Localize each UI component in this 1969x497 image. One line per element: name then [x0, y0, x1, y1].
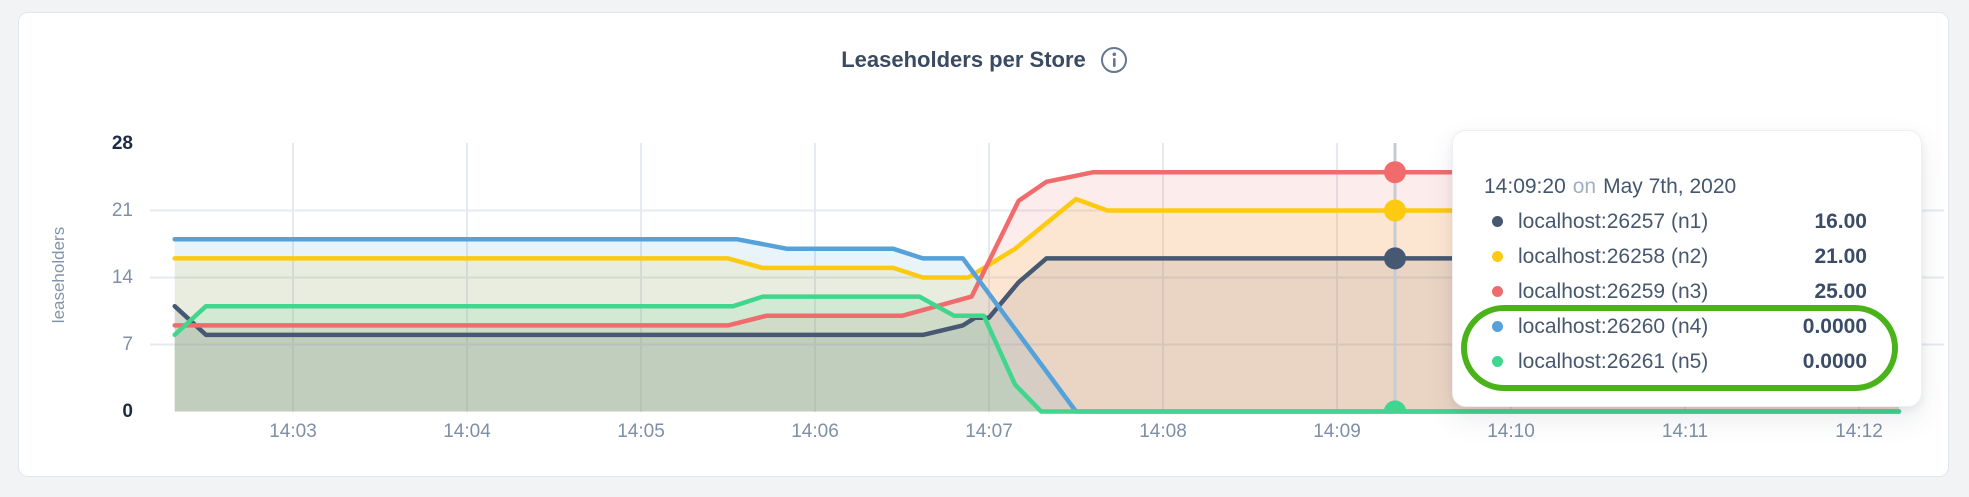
series-label: localhost:26258 (n2) [1518, 244, 1709, 268]
series-label: localhost:26257 (n1) [1518, 209, 1709, 233]
tooltip-row: localhost:26257 (n1) 16.00 [1484, 204, 1867, 239]
series-dot [1492, 216, 1503, 227]
x-tick-label: 14:09 [1313, 421, 1361, 442]
hover-dot [1383, 247, 1406, 270]
info-icon[interactable] [1100, 46, 1128, 74]
chart-header: Leaseholders per Store [0, 44, 1969, 76]
tooltip-row: localhost:26260 (n4) 0.0000 [1484, 309, 1867, 344]
series-value: 0.0000 [1802, 349, 1867, 373]
tooltip-date: May 7th, 2020 [1603, 175, 1737, 198]
series-value: 25.00 [1814, 279, 1867, 303]
y-tick-label: 7 [122, 333, 133, 355]
x-tick-label: 14:03 [269, 421, 317, 442]
x-tick-label: 14:12 [1835, 421, 1883, 442]
series-value: 16.00 [1814, 209, 1867, 233]
tooltip-row: localhost:26258 (n2) 21.00 [1484, 239, 1867, 274]
tooltip-row: localhost:26261 (n5) 0.0000 [1484, 344, 1867, 379]
tooltip-preposition: on [1572, 175, 1597, 198]
series-line [172, 196, 1902, 280]
x-tick-label: 14:11 [1661, 421, 1709, 442]
hover-dot [1383, 161, 1406, 184]
y-tick-label: 21 [111, 199, 133, 221]
tooltip-row: localhost:26259 (n3) 25.00 [1484, 274, 1867, 309]
y-tick-label: 14 [111, 266, 133, 288]
x-tick-label: 14:06 [791, 421, 839, 442]
y-tick-label: 0 [122, 400, 133, 422]
series-label: localhost:26261 (n5) [1518, 349, 1709, 373]
page-title: Leaseholders per Store [841, 47, 1086, 72]
series-area [174, 239, 1900, 412]
series-dot [1492, 321, 1503, 332]
tooltip-timestamp: 14:09:20 on May 7th, 2020 [1484, 169, 1867, 204]
series-dot [1492, 251, 1503, 262]
series-value: 0.0000 [1802, 314, 1867, 338]
x-tick-label: 14:10 [1487, 421, 1535, 442]
x-tick-label: 14:08 [1139, 421, 1187, 442]
series-lines [172, 169, 1902, 414]
hover-dot [1383, 199, 1406, 222]
series-line [172, 169, 1902, 328]
series-dot [1492, 286, 1503, 297]
x-tick-label: 14:07 [965, 421, 1013, 442]
series-label: localhost:26260 (n4) [1518, 314, 1709, 338]
y-tick-label: 28 [111, 132, 133, 154]
x-tick-label: 14:05 [617, 421, 665, 442]
x-tick-label: 14:04 [443, 421, 491, 442]
series-line [172, 236, 1902, 414]
hover-dots [1383, 161, 1406, 413]
hover-dot [1383, 400, 1406, 413]
tooltip-time: 14:09:20 [1484, 175, 1566, 198]
series-line [172, 294, 1902, 414]
series-label: localhost:26259 (n3) [1518, 279, 1709, 303]
hover-tooltip: 14:09:20 on May 7th, 2020 localhost:26257 … [1452, 130, 1922, 407]
series-dot [1492, 356, 1503, 367]
series-value: 21.00 [1814, 244, 1867, 268]
